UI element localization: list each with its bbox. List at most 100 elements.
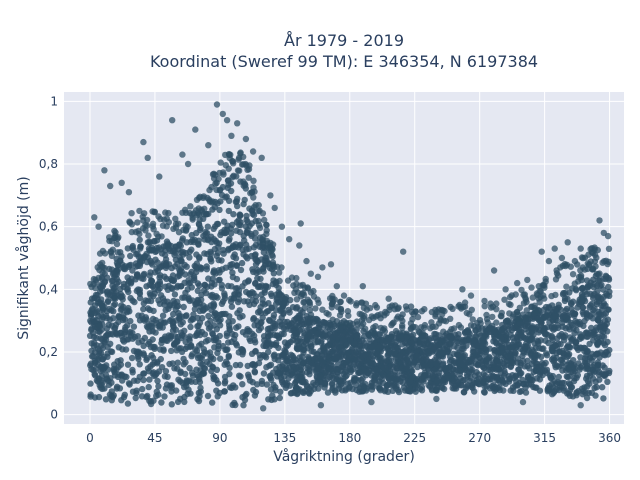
data-point <box>571 312 578 319</box>
data-point <box>460 389 468 396</box>
data-point <box>215 175 222 183</box>
data-point <box>326 326 334 333</box>
data-point <box>600 333 608 341</box>
data-point <box>489 313 496 321</box>
data-point <box>519 333 527 341</box>
data-point <box>583 277 591 284</box>
data-point <box>440 328 447 335</box>
data-point <box>228 295 235 302</box>
data-point <box>253 269 260 277</box>
data-point <box>235 287 243 294</box>
data-point <box>528 324 536 331</box>
data-point <box>122 346 130 353</box>
data-point <box>183 382 190 390</box>
data-point <box>564 317 572 324</box>
data-point <box>324 389 332 396</box>
data-point <box>128 228 135 236</box>
data-point <box>493 319 500 326</box>
outlier-point <box>91 214 98 221</box>
data-point <box>560 337 568 344</box>
data-point <box>181 393 188 401</box>
data-point <box>236 361 244 369</box>
data-point <box>196 193 204 200</box>
data-point <box>306 298 313 305</box>
data-point <box>182 370 189 378</box>
outlier-point <box>535 283 542 290</box>
data-point <box>103 312 110 320</box>
data-point <box>241 237 248 244</box>
data-point <box>217 159 224 166</box>
data-point <box>478 325 486 332</box>
outlier-point <box>545 257 553 265</box>
data-point <box>385 348 392 355</box>
data-point <box>156 285 164 292</box>
data-point <box>321 332 329 339</box>
data-point <box>263 257 270 265</box>
outlier-point <box>297 220 304 227</box>
data-point <box>204 236 211 244</box>
data-point <box>257 275 264 282</box>
data-point <box>547 374 554 382</box>
data-point <box>186 254 193 261</box>
data-point <box>455 367 462 374</box>
data-point <box>221 292 228 299</box>
data-point <box>214 380 222 387</box>
data-point <box>246 222 253 230</box>
data-point <box>200 370 208 377</box>
outlier-point <box>586 261 593 268</box>
data-point <box>124 308 131 316</box>
data-point <box>598 327 605 335</box>
data-point <box>599 384 606 391</box>
data-point <box>225 165 232 172</box>
data-point <box>165 245 173 252</box>
data-point <box>163 259 170 267</box>
data-point <box>299 353 306 360</box>
data-point <box>177 256 185 264</box>
data-point <box>193 366 200 373</box>
data-point <box>214 393 221 400</box>
data-point <box>149 208 156 215</box>
data-point <box>95 393 103 401</box>
data-point <box>142 297 149 304</box>
data-point <box>357 369 364 376</box>
data-point <box>127 252 134 260</box>
data-point <box>435 332 443 339</box>
data-point <box>202 338 210 345</box>
data-point <box>245 245 253 252</box>
data-point <box>496 386 503 394</box>
data-point <box>593 384 600 391</box>
data-point <box>240 178 247 185</box>
data-point <box>536 287 543 295</box>
data-point <box>512 350 519 357</box>
data-point <box>600 340 607 347</box>
data-point <box>149 354 157 361</box>
data-point <box>127 317 134 325</box>
data-point <box>405 347 412 355</box>
data-point <box>501 328 508 335</box>
data-point <box>168 347 175 355</box>
data-point <box>163 215 170 222</box>
data-point <box>494 357 501 365</box>
data-point <box>483 311 490 319</box>
data-point <box>204 392 212 400</box>
data-point <box>549 391 556 398</box>
data-point <box>551 361 559 369</box>
data-point <box>241 396 249 404</box>
outlier-point <box>333 283 340 290</box>
outlier-point <box>577 402 584 409</box>
data-point <box>288 361 296 368</box>
data-point <box>514 311 521 318</box>
data-point <box>476 316 484 324</box>
outlier-point <box>368 398 375 406</box>
outlier-point <box>327 261 335 268</box>
data-point <box>180 361 187 368</box>
data-point <box>337 345 345 352</box>
outlier-point <box>591 251 599 259</box>
data-point <box>225 353 232 361</box>
data-point <box>141 317 148 324</box>
data-point <box>423 356 430 363</box>
data-point <box>244 229 251 236</box>
data-point <box>360 304 368 311</box>
data-point <box>594 287 601 295</box>
data-point <box>342 352 350 359</box>
